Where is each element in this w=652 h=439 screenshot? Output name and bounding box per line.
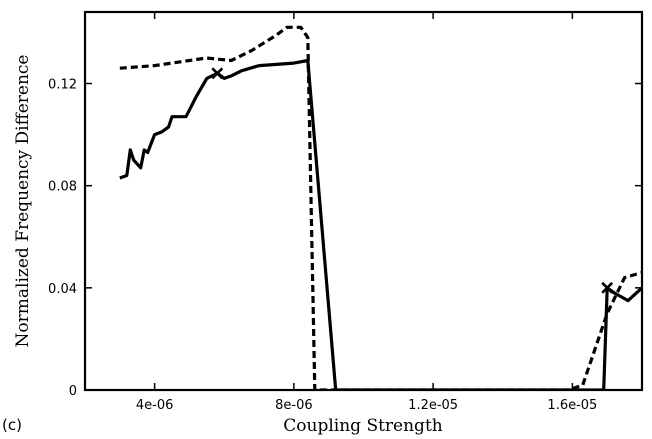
x-tick-label: 4e-06 bbox=[136, 398, 174, 413]
x-tick-label: 8e-06 bbox=[275, 398, 313, 413]
y-axis-label: Normalized Frequency Difference bbox=[13, 55, 33, 348]
x-tick-label: 1.6e-05 bbox=[547, 398, 597, 413]
y-tick-label: 0.08 bbox=[48, 180, 77, 195]
solid-series-line bbox=[119, 58, 642, 390]
y-tick-label: 0.04 bbox=[48, 282, 77, 297]
plot-frame bbox=[83, 10, 644, 392]
y-tick-label: 0.12 bbox=[48, 78, 77, 93]
dashed-series-line bbox=[119, 25, 642, 390]
panel-label: (c) bbox=[2, 416, 22, 434]
y-tick-label: 0 bbox=[69, 384, 77, 399]
x-tick-label: 1.2e-05 bbox=[408, 398, 458, 413]
x-axis-label: Coupling Strength bbox=[283, 416, 443, 436]
x-marker bbox=[601, 281, 614, 294]
x-marker bbox=[211, 67, 224, 80]
ticks-layer: 4e-06 8e-06 1.2e-05 1.6e-05 0 0.04 0.08 0.12 bbox=[48, 12, 642, 413]
series-layer bbox=[119, 25, 642, 390]
